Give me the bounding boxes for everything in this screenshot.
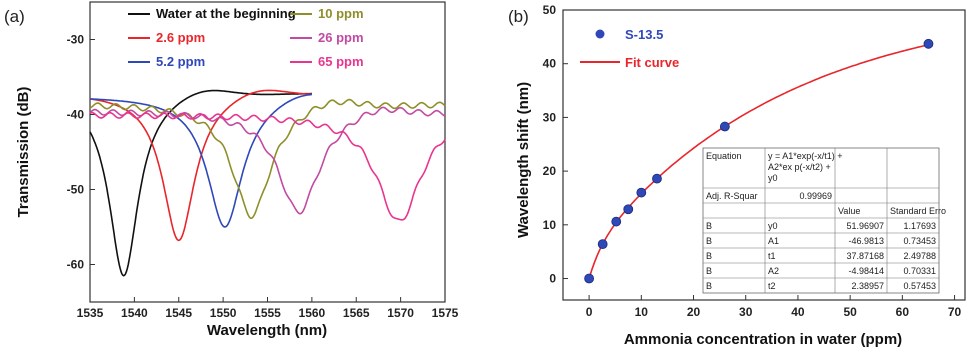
panel-b-label: (b) [508, 7, 529, 26]
panel-a-axes: 1535 1540 1545 1550 1555 1560 1565 1570 1575 -30 -… [67, 33, 459, 321]
data-point [584, 273, 595, 284]
table-cell: y0 [768, 173, 778, 183]
x-tick-label: 10 [635, 305, 649, 319]
legend-marker [595, 29, 605, 39]
panel-b-points [584, 38, 934, 284]
legend-label: 2.6 ppm [156, 30, 205, 45]
legend-label: Fit curve [625, 55, 679, 70]
spectrum-line [89, 98, 446, 219]
table-cell: A2*ex p(-x/t2) + [768, 162, 831, 172]
table-cell: -46.9813 [848, 236, 884, 246]
table-cell: 0.99969 [799, 191, 832, 201]
x-tick-label: 1555 [254, 306, 281, 320]
table-cell: -4.98414 [848, 266, 884, 276]
x-tick-label: 1560 [299, 306, 326, 320]
x-tick-label: 60 [896, 305, 910, 319]
y-tick-label: -50 [67, 183, 85, 197]
spectrum-line [89, 111, 446, 221]
x-tick-label: 1565 [343, 306, 370, 320]
table-cell: Equation [706, 151, 742, 161]
spectrum-line [89, 106, 446, 215]
x-tick-label: 1535 [77, 306, 104, 320]
panel-a-ylabel: Transmission (dB) [15, 87, 32, 218]
x-tick-label: 20 [687, 305, 701, 319]
panel-a-curves [89, 89, 446, 277]
y-tick-label: -40 [67, 108, 85, 122]
table-cell: 1.17693 [903, 221, 936, 231]
table-cell: 0.57453 [903, 281, 936, 291]
table-cell: Value [838, 206, 860, 216]
table-cell: Standard Erro [890, 206, 946, 216]
panel-a-xlabel: Wavelength (nm) [207, 322, 327, 339]
legend-label: 65 ppm [318, 54, 364, 69]
x-tick-label: 1540 [121, 306, 148, 320]
data-point [719, 121, 730, 132]
table-cell: y0 [768, 221, 778, 231]
table-cell: t1 [768, 251, 776, 261]
table-cell: 0.73453 [903, 236, 936, 246]
table-cell: 2.38957 [851, 281, 884, 291]
panel-a-label: (a) [4, 7, 25, 26]
x-tick-label: 1545 [165, 306, 192, 320]
table-cell: B [706, 281, 712, 291]
legend-label: 26 ppm [318, 30, 364, 45]
table-cell: B [706, 221, 712, 231]
x-tick-label: 40 [791, 305, 805, 319]
table-cell: 37.87168 [846, 251, 884, 261]
spectrum-line [89, 93, 312, 228]
table-cell: A2 [768, 266, 779, 276]
x-tick-label: 1550 [210, 306, 237, 320]
data-point [636, 187, 647, 198]
table-cell: y = A1*exp(-x/t1) + [768, 151, 843, 161]
data-point [652, 173, 662, 184]
table-cell: B [706, 266, 712, 276]
table-cell: t2 [768, 281, 776, 291]
table-cell: 51.96907 [846, 221, 884, 231]
panel-b-fit [588, 44, 929, 279]
panel-b-frame [562, 9, 966, 301]
y-tick-label: 0 [549, 272, 556, 286]
data-point [597, 239, 608, 250]
panel-a-legend: Water at the beginning 2.6 ppm 5.2 ppm 10 p… [128, 6, 364, 69]
y-tick-label: 10 [543, 218, 557, 232]
legend-label: 5.2 ppm [156, 54, 205, 69]
table-cell: B [706, 251, 712, 261]
y-tick-label: 40 [543, 57, 557, 71]
panel-b-axes: 0 10 20 30 40 50 60 70 0 10 20 30 40 50 [543, 3, 962, 319]
legend-label: 10 ppm [318, 6, 364, 21]
x-tick-label: 70 [948, 305, 962, 319]
spectrum-line [89, 89, 312, 277]
x-tick-label: 0 [586, 305, 593, 319]
data-point [923, 38, 934, 49]
x-tick-label: 1570 [387, 306, 414, 320]
panel-b-legend: S-13.5 Fit curve [580, 27, 679, 70]
data-point [611, 216, 622, 227]
x-tick-label: 50 [843, 305, 857, 319]
spectrum-line [89, 89, 312, 242]
table-frame [702, 147, 940, 294]
y-tick-label: 30 [543, 110, 557, 124]
table-cell: Adj. R-Squar [706, 191, 758, 201]
fit-results-table: Equation y = A1*exp(-x/t1) +A2*ex p(-x/t2… [702, 147, 946, 294]
fit-curve-line [588, 44, 929, 279]
y-tick-label: 20 [543, 164, 557, 178]
y-tick-label: -30 [67, 33, 85, 47]
x-tick-label: 1575 [432, 306, 459, 320]
panel-b-xlabel: Ammonia concentration in water (ppm) [624, 331, 902, 348]
y-tick-label: 50 [543, 3, 557, 17]
data-point [623, 204, 634, 215]
panel-b-ylabel: Wavelength shift (nm) [515, 82, 532, 238]
legend-label: Water at the beginning [156, 6, 296, 21]
x-tick-label: 30 [739, 305, 753, 319]
table-cell: B [706, 236, 712, 246]
table-cell: 2.49788 [903, 251, 936, 261]
table-cell: A1 [768, 236, 779, 246]
legend-label: S-13.5 [625, 27, 663, 42]
y-tick-label: -60 [67, 258, 85, 272]
table-cell: 0.70331 [903, 266, 936, 276]
